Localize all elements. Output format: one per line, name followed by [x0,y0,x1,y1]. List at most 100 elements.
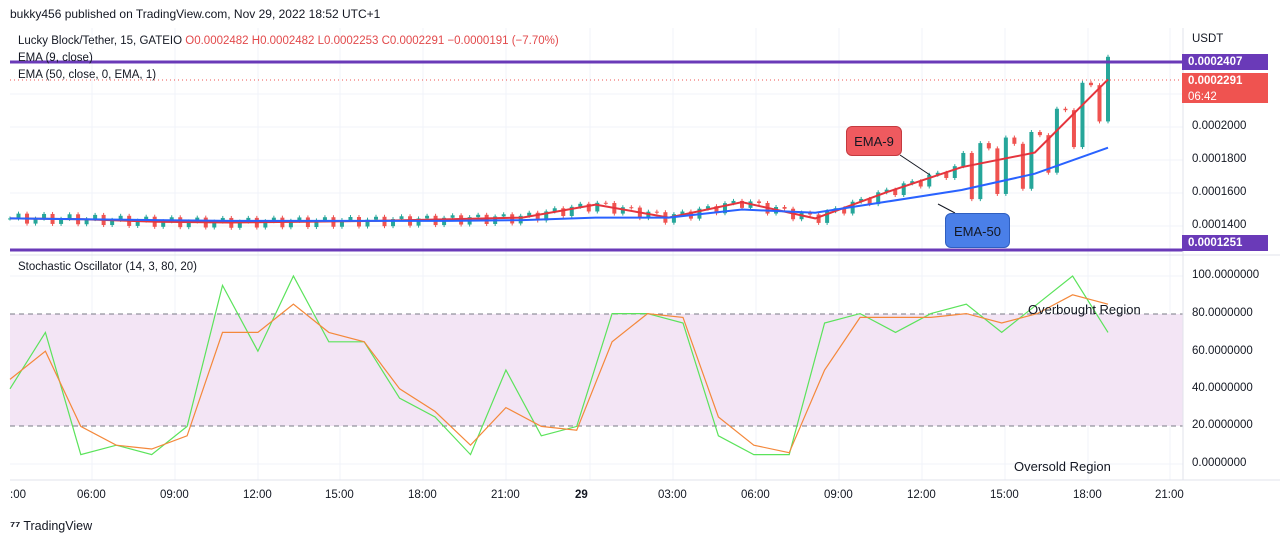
candle-body [918,181,923,187]
candle-body [339,220,344,227]
candle-body [654,211,659,213]
candle-body [1097,85,1102,122]
symbol-legend[interactable]: Lucky Block/Tether, 15, GATEIO O0.000248… [18,35,559,47]
time-tick-label: 03:00 [658,489,687,501]
ohlc-values: O0.0002482 H0.0002482 L0.0002253 C0.0002… [185,35,559,47]
price-tick-label: 0.0001600 [1192,186,1247,198]
ema9-callout-pointer [899,154,931,176]
candle-body [1020,143,1025,189]
candle-body [476,214,481,218]
candle-body [144,216,149,221]
candle-body [876,192,881,205]
candle-body [884,189,889,193]
candle-body [978,143,983,200]
candle-body [42,213,47,219]
symbol-name: Lucky Block/Tether, 15, GATEIO [18,35,183,47]
candle-body [986,143,991,149]
ema9-legend[interactable]: EMA (9, close) [18,52,93,64]
candle-body [969,152,974,200]
stoch-legend[interactable]: Stochastic Oscillator (14, 3, 80, 20) [18,261,197,273]
brand-name: TradingView [23,519,93,533]
candle-body [722,203,727,214]
candle-body [450,215,455,218]
candle-body [374,216,378,220]
candle-body [84,219,89,225]
candle-body [740,200,744,208]
candle-body [1046,135,1051,173]
candle-body [391,219,396,227]
stoch-band [10,314,1183,426]
candle-body [961,152,966,167]
candle-body [552,208,557,212]
candle-body [110,219,115,226]
candle-body [731,200,736,204]
candle-body [93,214,98,220]
candle-body [816,214,821,223]
tradingview-brand[interactable]: ⁷⁷ TradingView [10,519,92,533]
candle-body [1029,131,1034,189]
time-tick-label: 21:00 [491,489,520,501]
time-tick-label: 15:00 [325,489,354,501]
stoch-k-line [9,274,1109,456]
stoch-tick-label: 40.0000000 [1192,382,1253,394]
publish-info: bukky456 published on TradingView.com, N… [10,7,381,21]
candle-body [927,174,932,187]
candle-body [901,183,906,196]
candle-body [169,217,174,222]
candle-body [1088,82,1093,86]
candle-body [680,211,685,215]
candle-body [595,202,600,212]
candle-body [757,201,762,203]
candle-body [416,218,421,226]
time-tick-label: 12:00 [907,489,936,501]
candle-body [425,215,430,219]
candle-body [705,206,710,209]
candle-body [314,220,319,228]
candle-body [220,217,225,222]
candle-body [952,166,957,178]
candle-body [399,216,404,220]
time-tick-label: 06:00 [77,489,106,501]
candle-body [1003,137,1008,194]
candle-body [825,211,830,223]
candle-body [1054,108,1059,173]
candle-body [1063,108,1068,111]
stoch-tick-label: 100.0000000 [1192,269,1260,281]
time-tick-label: :00 [10,489,26,501]
ema-lines [9,78,1109,224]
ema50-line [9,146,1109,222]
stoch-tick-label: 0.0000000 [1192,457,1247,469]
candle-body [271,217,276,222]
price-tick-label: 0.0001400 [1192,219,1247,231]
candle-body [246,217,251,222]
candle-body [67,214,72,219]
candle-body [322,217,327,221]
stoch-d-line [9,294,1109,454]
time-tick-label: 18:00 [408,489,437,501]
stoch-tick-label: 20.0000000 [1192,419,1253,431]
ema50-legend[interactable]: EMA (50, close, 0, EMA, 1) [18,69,157,81]
candle-body [1106,56,1110,122]
ema50-callout-pointer [937,203,956,214]
candles [8,54,1110,230]
time-tick-label: 09:00 [824,489,853,501]
last-price-tag: 0.0002291 06:42 [1182,73,1268,103]
time-tick-label: 15:00 [990,489,1019,501]
candle-body [578,203,583,207]
candle-body [782,206,787,209]
candle-body [263,221,268,228]
time-tick-label: 12:00 [243,489,272,501]
overbought-label: Overbought Region [1028,302,1141,317]
candle-body [527,212,532,216]
candle-body [212,221,217,228]
candle-body [365,219,370,227]
last-price-value: 0.0002291 [1188,75,1243,87]
candle-body [935,172,940,175]
candle-body [348,216,353,221]
candle-body [16,213,21,219]
ema50-callout: EMA-50 [945,213,1010,248]
candle-body [544,211,549,221]
time-tick-label: 21:00 [1155,489,1184,501]
candle-body [910,181,915,184]
